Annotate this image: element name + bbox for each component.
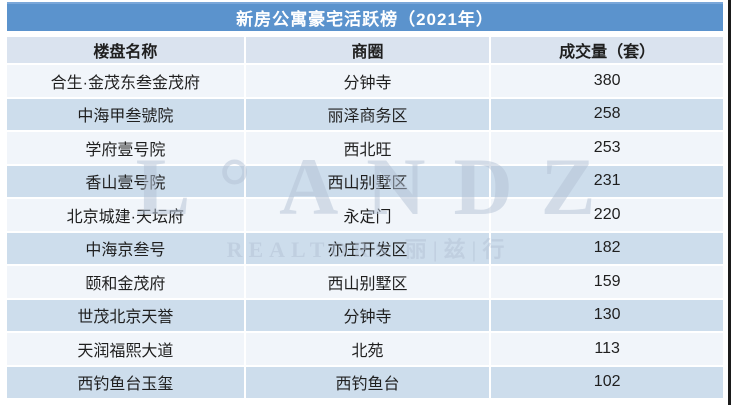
table-row: 学府壹号院 西北旺 253 xyxy=(7,132,723,164)
table-row: 香山壹号院 西山别墅区 231 xyxy=(7,165,723,197)
volume-cell: 182 xyxy=(491,232,723,264)
volume-cell: 102 xyxy=(491,366,723,398)
volume-cell: 220 xyxy=(491,199,723,231)
district-cell: 西山别墅区 xyxy=(245,266,490,298)
table-row: 中海京叁号 亦庄开发区 182 xyxy=(7,232,723,264)
table-row: 颐和金茂府 西山别墅区 159 xyxy=(7,266,723,298)
district-cell: 西山别墅区 xyxy=(245,165,490,197)
column-header-district: 商圈 xyxy=(245,37,490,63)
project-name-cell: 学府壹号院 xyxy=(7,132,244,164)
table-container: 新房公寓豪宅活跃榜（2021年） 楼盘名称 商圈 成交量（套） 合生·金茂东叁金… xyxy=(7,2,723,398)
project-name-cell: 香山壹号院 xyxy=(7,165,244,197)
district-cell: 西钓鱼台 xyxy=(245,366,490,398)
volume-cell: 253 xyxy=(491,132,723,164)
project-name-cell: 世茂北京天誉 xyxy=(7,299,244,331)
table-header-row: 楼盘名称 商圈 成交量（套） xyxy=(7,37,723,63)
district-cell: 亦庄开发区 xyxy=(245,232,490,264)
table-row: 世茂北京天誉 分钟寺 130 xyxy=(7,299,723,331)
table-body: 合生·金茂东叁金茂府 分钟寺 380 中海甲叁號院 丽泽商务区 258 学府壹号院 西北旺 25… xyxy=(7,65,723,398)
project-name-cell: 北京城建·天坛府 xyxy=(7,199,244,231)
column-header-volume: 成交量（套） xyxy=(491,37,723,63)
screenshot-right-border xyxy=(728,0,731,405)
district-cell: 北苑 xyxy=(245,333,490,365)
district-cell: 分钟寺 xyxy=(245,65,490,97)
column-header-project: 楼盘名称 xyxy=(7,37,244,63)
volume-cell: 258 xyxy=(491,98,723,130)
project-name-cell: 中海甲叁號院 xyxy=(7,98,244,130)
table-row: 中海甲叁號院 丽泽商务区 258 xyxy=(7,98,723,130)
district-cell: 丽泽商务区 xyxy=(245,98,490,130)
table-title: 新房公寓豪宅活跃榜（2021年） xyxy=(7,2,723,31)
volume-cell: 130 xyxy=(491,299,723,331)
project-name-cell: 合生·金茂东叁金茂府 xyxy=(7,65,244,97)
table-row: 北京城建·天坛府 永定门 220 xyxy=(7,199,723,231)
district-cell: 西北旺 xyxy=(245,132,490,164)
ranking-table: 楼盘名称 商圈 成交量（套） 合生·金茂东叁金茂府 分钟寺 380 中海甲叁號院 丽泽商… xyxy=(7,37,723,398)
project-name-cell: 中海京叁号 xyxy=(7,232,244,264)
project-name-cell: 颐和金茂府 xyxy=(7,266,244,298)
table-row: 天润福熙大道 北苑 113 xyxy=(7,333,723,365)
district-cell: 永定门 xyxy=(245,199,490,231)
volume-cell: 159 xyxy=(491,266,723,298)
volume-cell: 113 xyxy=(491,333,723,365)
project-name-cell: 西钓鱼台玉玺 xyxy=(7,366,244,398)
district-cell: 分钟寺 xyxy=(245,299,490,331)
table-row: 合生·金茂东叁金茂府 分钟寺 380 xyxy=(7,65,723,97)
volume-cell: 380 xyxy=(491,65,723,97)
volume-cell: 231 xyxy=(491,165,723,197)
project-name-cell: 天润福熙大道 xyxy=(7,333,244,365)
table-row: 西钓鱼台玉玺 西钓鱼台 102 xyxy=(7,366,723,398)
